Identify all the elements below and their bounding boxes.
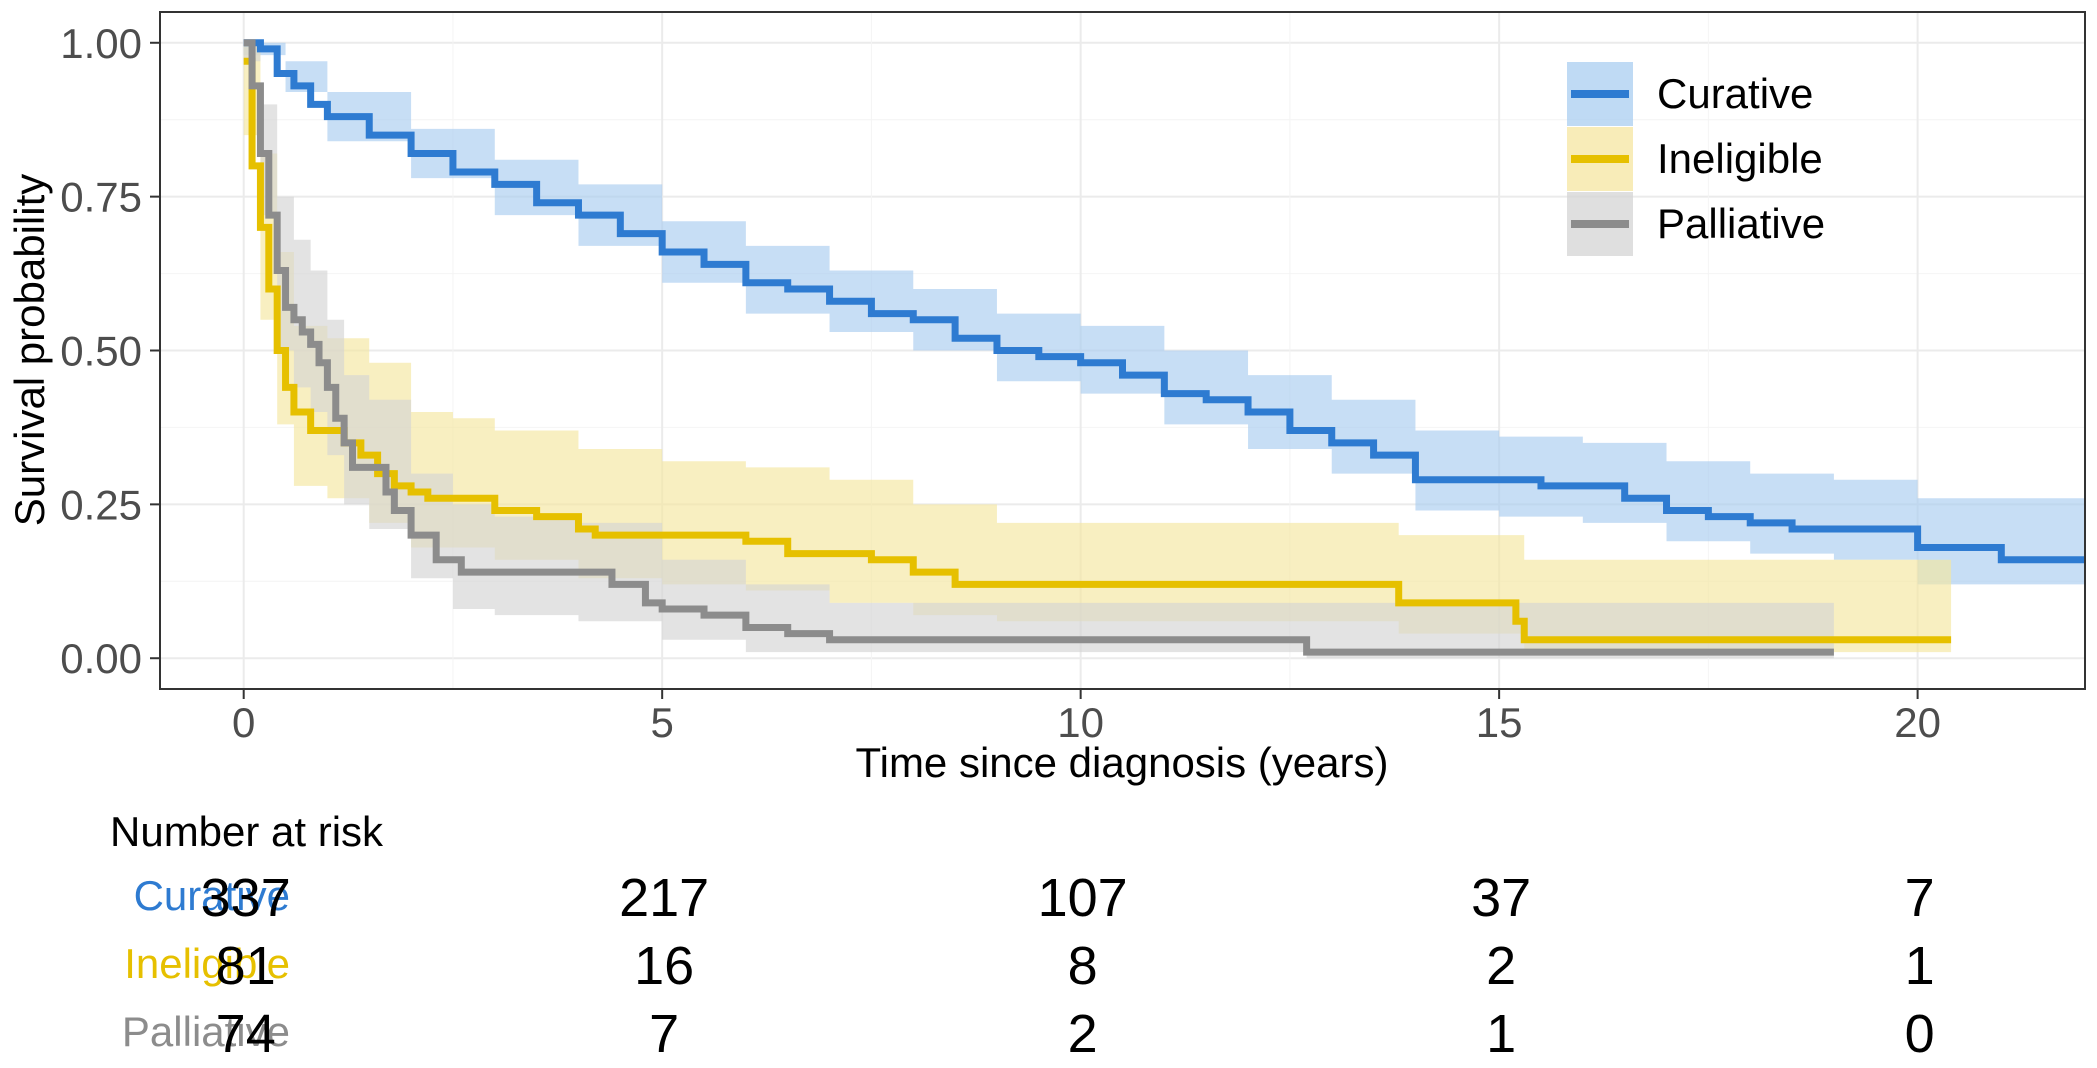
legend-label-ineligible: Ineligible	[1657, 135, 1823, 182]
x-tick-label: 10	[1057, 699, 1104, 746]
risk-count: 1	[1486, 1004, 1516, 1064]
curve-palliative	[243, 39, 1834, 656]
risk-row-label-ineligible: Ineligible	[124, 940, 290, 987]
survival-curves	[243, 39, 2085, 656]
risk-count: 8	[1068, 936, 1098, 996]
risk-count: 7	[649, 1004, 679, 1064]
curve-ineligible	[243, 57, 1952, 644]
risk-count: 16	[634, 936, 694, 996]
legend: Curative Ineligible Palliative	[1567, 62, 1825, 256]
y-axis-ticks: 0.00 0.25 0.50 0.75 1.00	[60, 20, 160, 682]
risk-count: 2	[1486, 936, 1516, 996]
risk-row-label-palliative: Palliative	[122, 1008, 290, 1055]
x-tick-label: 5	[650, 699, 673, 746]
risk-count: 0	[1905, 1004, 1935, 1064]
y-tick-label: 0.25	[60, 481, 142, 528]
x-tick-label: 0	[232, 699, 255, 746]
risk-count: 37	[1471, 868, 1531, 928]
risk-count: 107	[1038, 868, 1128, 928]
band-curative	[243, 42, 2085, 597]
risk-count: 337	[201, 868, 291, 928]
y-axis-title: Survival probability	[6, 174, 53, 527]
risk-count: 7	[1905, 868, 1935, 928]
x-axis-title: Time since diagnosis (years)	[856, 739, 1389, 786]
risk-row-label-curative: Curative	[134, 872, 290, 919]
risk-table-title: Number at risk	[110, 808, 384, 855]
legend-label-palliative: Palliative	[1657, 200, 1825, 247]
x-tick-label: 15	[1476, 699, 1523, 746]
y-tick-label: 0.75	[60, 174, 142, 221]
risk-count: 81	[216, 936, 276, 996]
risk-count: 2	[1068, 1004, 1098, 1064]
x-tick-label: 20	[1894, 699, 1941, 746]
curve-curative	[243, 39, 2085, 564]
x-axis-ticks: 0 5 10 15 20	[232, 689, 1941, 746]
y-tick-label: 0.50	[60, 328, 142, 375]
band-ineligible	[243, 42, 1952, 659]
y-tick-label: 0.00	[60, 635, 142, 682]
risk-count: 217	[619, 868, 709, 928]
confidence-bands	[243, 42, 2085, 659]
risk-count: 74	[216, 1004, 276, 1064]
legend-label-curative: Curative	[1657, 70, 1813, 117]
y-tick-label: 1.00	[60, 20, 142, 67]
risk-count: 1	[1905, 936, 1935, 996]
